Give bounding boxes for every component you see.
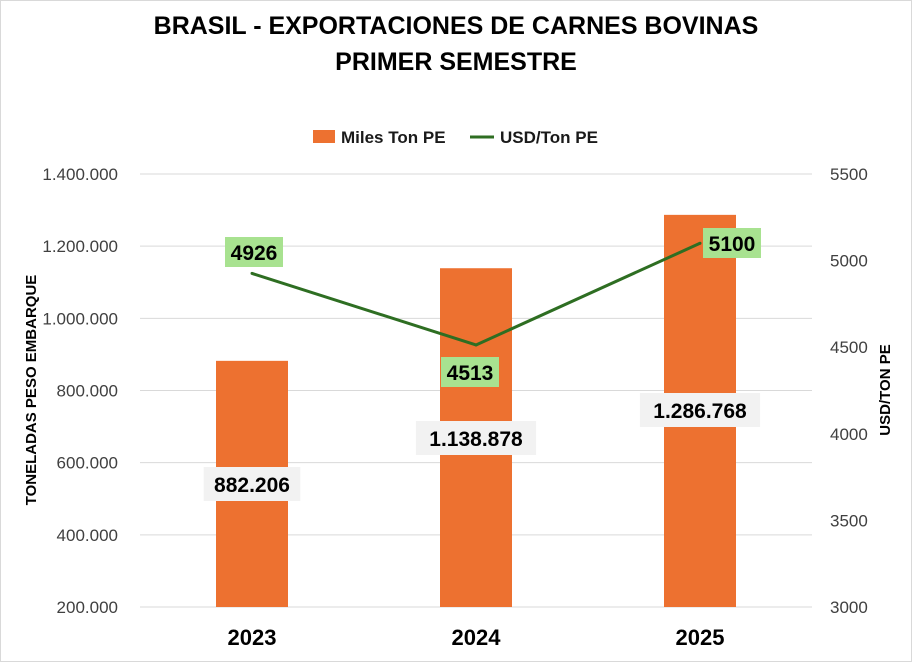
- bar-data-label: 882.206: [203, 467, 301, 501]
- x-category-label: 2023: [228, 625, 277, 650]
- line-point: [698, 241, 702, 245]
- bar-labels: 882.206 1.138.878 1.286.768: [203, 393, 761, 501]
- line-label-box: [225, 237, 283, 267]
- line-data-label: 5100: [703, 228, 761, 258]
- line-label-text: 4926: [231, 242, 278, 265]
- y-axis-ticks: 200.000 400.000 600.000 800.000 1.000.000 1.2…: [42, 165, 118, 617]
- line-point: [474, 343, 478, 347]
- y-tick-label: 1.400.000: [42, 165, 118, 184]
- y-tick-label: 1.000.000: [42, 309, 118, 328]
- y2-tick-label: 5000: [830, 252, 868, 271]
- chart-title-line1: BRASIL - EXPORTACIONES DE CARNES BOVINAS: [154, 12, 759, 40]
- line-labels: 4926 4513 5100: [225, 228, 761, 387]
- bar-label-box: [203, 467, 301, 501]
- bar-label-box: [415, 421, 537, 455]
- line-label-text: 4513: [447, 362, 494, 385]
- line-label-box: [703, 228, 761, 258]
- line-series: [250, 241, 702, 347]
- x-axis-categories: 2023 2024 2025: [228, 625, 725, 650]
- legend-label-bars: Miles Ton PE: [341, 128, 446, 147]
- y-tick-label: 1.200.000: [42, 237, 118, 256]
- bar-data-label: 1.138.878: [415, 421, 537, 455]
- legend-swatch-bars: [313, 130, 335, 143]
- line-point: [250, 271, 254, 275]
- line-data-label: 4513: [441, 357, 499, 387]
- x-category-label: 2025: [676, 625, 725, 650]
- y-axis-title: TONELADAS PESO EMBARQUE: [23, 275, 40, 506]
- chart-title-line2: PRIMER SEMESTRE: [335, 48, 577, 76]
- y2-tick-label: 4000: [830, 425, 868, 444]
- y2-axis-title: USD/TON PE: [877, 344, 894, 435]
- bar-label-text: 882.206: [214, 474, 290, 497]
- bar-label-text: 1.138.878: [429, 428, 523, 451]
- bar-data-label: 1.286.768: [639, 393, 761, 427]
- line-label-box: [441, 357, 499, 387]
- y2-axis-ticks: 3000 3500 4000 4500 5000 5500: [830, 165, 868, 617]
- y2-tick-label: 3500: [830, 511, 868, 530]
- y2-tick-label: 4500: [830, 338, 868, 357]
- line-data-label: 4926: [225, 237, 283, 267]
- legend: Miles Ton PE USD/Ton PE: [313, 128, 598, 147]
- y-tick-label: 800.000: [57, 382, 118, 401]
- x-category-label: 2024: [452, 625, 502, 650]
- y-tick-label: 600.000: [57, 454, 118, 473]
- y-tick-label: 200.000: [57, 598, 118, 617]
- bar-label-box: [639, 393, 761, 427]
- legend-label-line: USD/Ton PE: [500, 128, 598, 147]
- y2-tick-label: 5500: [830, 165, 868, 184]
- bar-label-text: 1.286.768: [653, 400, 747, 423]
- line-label-text: 5100: [709, 233, 756, 256]
- y2-tick-label: 3000: [830, 598, 868, 617]
- y-tick-label: 400.000: [57, 526, 118, 545]
